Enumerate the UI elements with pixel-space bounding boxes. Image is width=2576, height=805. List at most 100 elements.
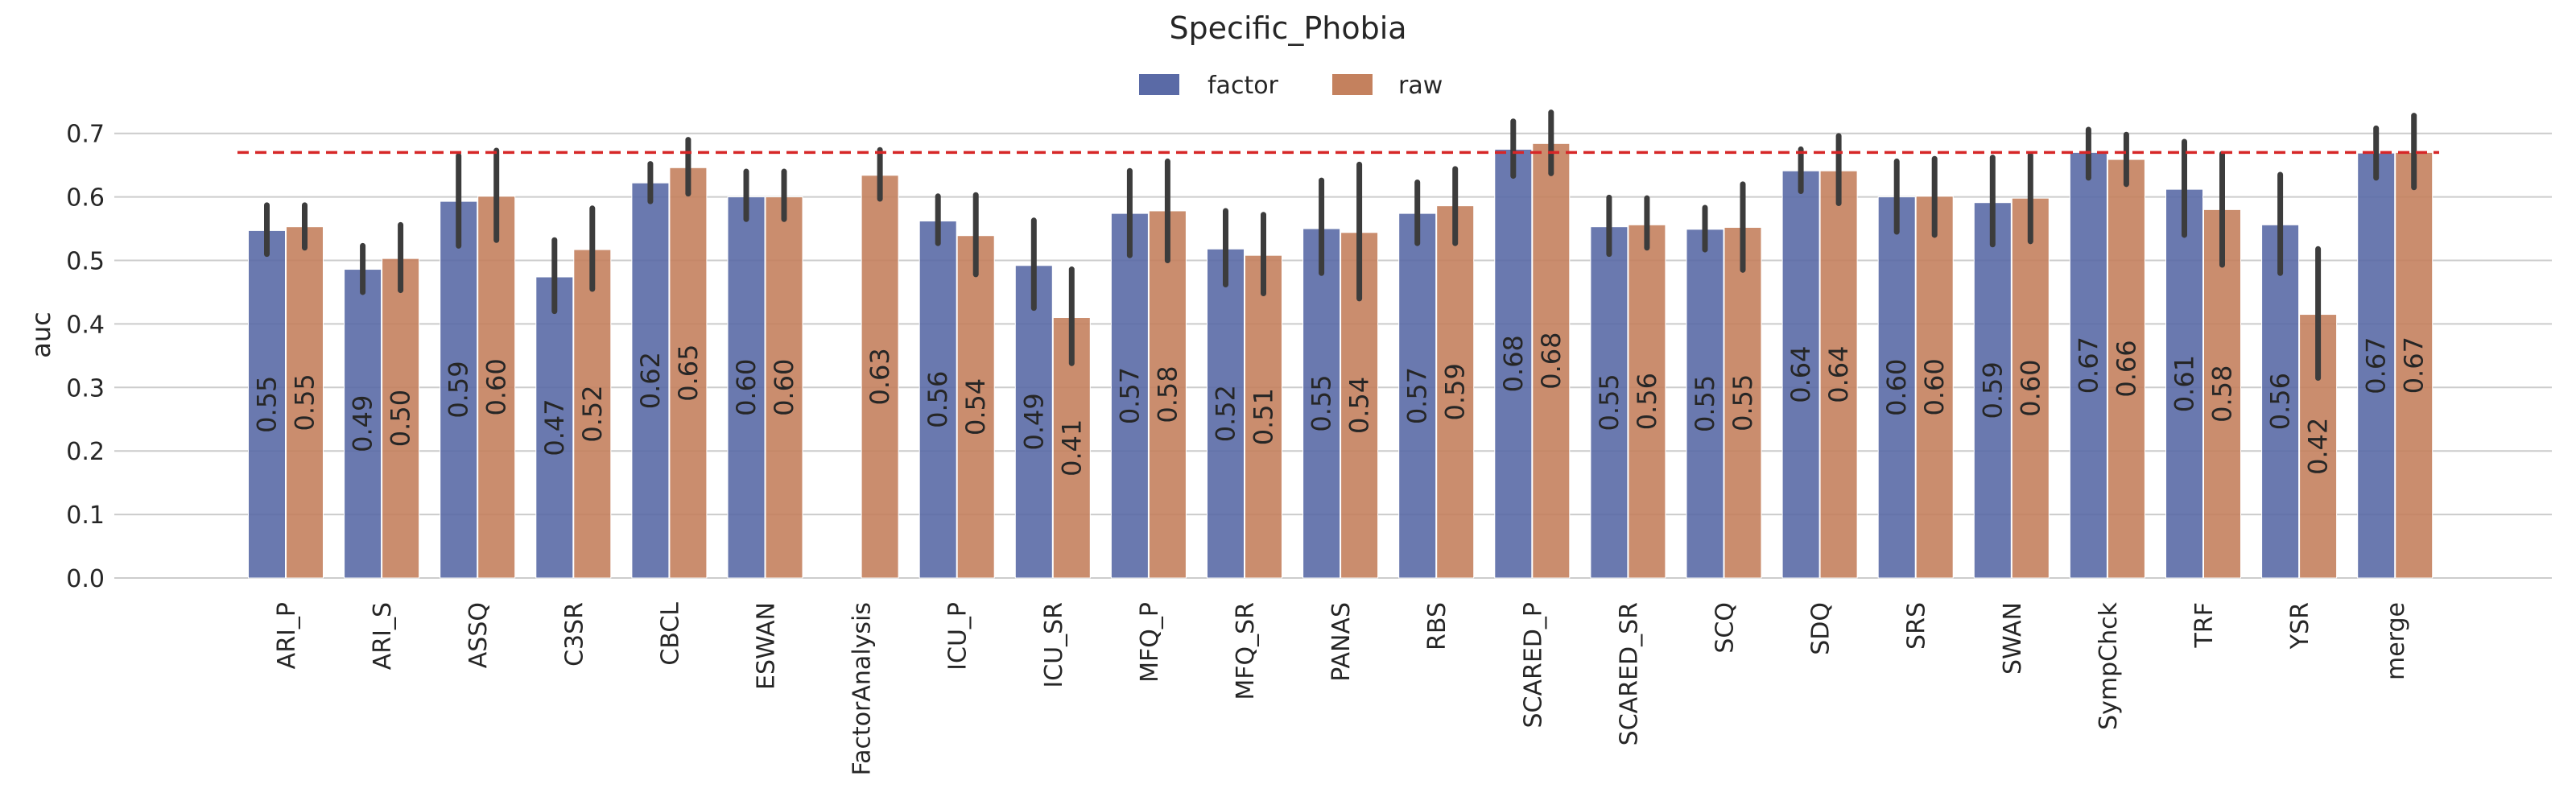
y-axis-label: auc (26, 312, 56, 357)
chart-title: Specific_Phobia (1169, 10, 1406, 46)
x-tick-label-ari-s: ARI_S (369, 602, 397, 670)
y-tick-label: 0.1 (66, 502, 105, 530)
x-tick-label-mfq-p: MFQ_P (1136, 602, 1164, 683)
bar-label-factor-swan: 0.59 (1977, 361, 2008, 419)
y-tick-label: 0.4 (66, 311, 105, 339)
legend-swatch-raw (1332, 74, 1373, 95)
bar-raw-ari-s (382, 258, 420, 579)
bar-label-raw-assq: 0.60 (481, 358, 512, 415)
bar-factor-scq (1686, 229, 1724, 579)
bar-raw-mfq-p (1148, 210, 1187, 579)
bar-label-factor-icu-p: 0.56 (923, 371, 953, 428)
bar-label-factor-cbcl: 0.62 (635, 352, 666, 409)
bar-label-raw-srs: 0.60 (1919, 358, 1950, 415)
bar-factor-merge (2357, 152, 2396, 579)
bar-label-raw-scq: 0.55 (1728, 374, 1758, 431)
bar-factor-swan (1973, 202, 2012, 579)
bar-label-raw-icu-p: 0.54 (960, 378, 991, 436)
bar-label-raw-c3sr: 0.52 (577, 385, 608, 442)
bar-factor-sympchck (2069, 151, 2107, 579)
bar-raw-rbs (1436, 205, 1475, 579)
bar-factor-assq (440, 200, 478, 579)
bar-factor-ari-p (248, 229, 286, 579)
bar-label-raw-merge: 0.67 (2399, 336, 2429, 394)
bar-label-raw-eswan: 0.60 (769, 359, 799, 416)
bar-label-factor-icu-sr: 0.49 (1018, 393, 1049, 450)
bar-label-raw-swan: 0.60 (2015, 359, 2046, 416)
x-tick-label-trf: TRF (2190, 602, 2219, 648)
legend-swatch-factor (1139, 74, 1179, 95)
bar-raw-scq (1724, 226, 1762, 579)
x-tick-label-sdq: SDQ (1807, 602, 1835, 655)
y-tick-label: 0.2 (66, 438, 105, 466)
x-tick-label-cbcl: CBCL (656, 602, 684, 666)
bar-raw-cbcl (669, 167, 708, 579)
bar-raw-sympchck (2107, 159, 2145, 579)
bar-label-factor-ysr: 0.56 (2265, 373, 2296, 430)
y-tick-label: 0.5 (66, 248, 105, 276)
bar-label-factor-eswan: 0.60 (731, 359, 762, 416)
y-tick-label: 0.7 (66, 121, 105, 149)
bar-label-factor-trf: 0.61 (2169, 355, 2200, 412)
y-tick-label: 0.0 (66, 565, 105, 593)
bar-label-raw-scared-sr: 0.56 (1632, 373, 1662, 430)
bar-factor-trf (2165, 188, 2203, 579)
x-tick-label-factoranalysis: FactorAnalysis (848, 602, 877, 775)
bar-factor-rbs (1398, 213, 1437, 579)
bar-label-raw-sdq: 0.64 (1823, 346, 1854, 403)
y-axis-ticks: 0.0 0.1 0.2 0.3 0.4 0.5 0.6 0.7 (66, 121, 105, 593)
bar-label-factor-srs: 0.60 (1881, 359, 1912, 416)
bar-factor-scared-sr (1590, 226, 1629, 579)
bar-label-factor-ari-s: 0.49 (348, 395, 378, 452)
bar-label-raw-mfq-sr: 0.51 (1249, 388, 1279, 445)
bar-raw-factoranalysis (861, 175, 899, 579)
x-tick-label-scared-sr: SCARED_SR (1615, 602, 1643, 745)
bar-raw-mfq-sr (1245, 254, 1282, 579)
legend: factor raw (1139, 72, 1443, 100)
bar-label-raw-ysr: 0.42 (2303, 418, 2334, 475)
bar-label-raw-rbs: 0.59 (1440, 363, 1471, 420)
x-tick-label-icu-p: ICU_P (944, 602, 972, 671)
x-tick-label-merge: merge (2382, 602, 2410, 680)
x-tick-label-scq: SCQ (1711, 602, 1740, 654)
x-tick-label-mfq-sr: MFQ_SR (1232, 602, 1260, 700)
bar-label-factor-sdq: 0.64 (1785, 346, 1816, 403)
bar-label-factor-scared-p: 0.68 (1498, 335, 1529, 392)
legend-label-raw: raw (1398, 72, 1443, 100)
bar-raw-ari-p (286, 226, 324, 579)
bar-label-raw-mfq-p: 0.58 (1152, 365, 1183, 423)
bars (248, 142, 2434, 579)
error-bars (264, 109, 2417, 381)
bar-label-factor-merge: 0.67 (2361, 336, 2392, 394)
x-tick-label-swan: SWAN (1999, 602, 2027, 675)
y-tick-label: 0.6 (66, 184, 105, 213)
bar-raw-scared-p (1532, 142, 1571, 579)
bar-raw-icu-p (956, 235, 995, 579)
bar-factor-scared-p (1494, 148, 1533, 579)
bar-factor-cbcl (631, 182, 670, 579)
x-tick-label-icu-sr: ICU_SR (1040, 602, 1068, 688)
bar-label-raw-panas: 0.54 (1344, 377, 1375, 434)
bar-factor-srs (1877, 196, 1916, 579)
x-tick-label-assq: ASSQ (464, 602, 493, 668)
x-tick-label-sympchck: SympChck (2095, 601, 2123, 730)
bar-label-raw-trf: 0.58 (2207, 365, 2238, 423)
bar-label-factor-c3sr: 0.47 (539, 398, 570, 456)
bar-factor-eswan (727, 196, 766, 579)
bar-label-factor-rbs: 0.57 (1402, 367, 1433, 424)
bar-label-factor-mfq-p: 0.57 (1114, 367, 1145, 424)
bar-label-factor-assq: 0.59 (444, 361, 474, 418)
bar-raw-trf (2203, 208, 2241, 579)
y-tick-label: 0.3 (66, 374, 105, 402)
bar-raw-srs (1915, 196, 1954, 579)
bar-factor-ari-s (344, 269, 382, 579)
bar-label-factor-mfq-sr: 0.52 (1211, 385, 1241, 442)
bar-factor-panas (1302, 228, 1341, 579)
x-tick-label-rbs: RBS (1423, 602, 1451, 650)
x-tick-label-c3sr: C3SR (560, 602, 588, 667)
x-tick-label-srs: SRS (1903, 602, 1931, 650)
bar-raw-scared-sr (1628, 224, 1666, 579)
bar-label-raw-scared-p: 0.68 (1536, 332, 1567, 390)
bar-raw-c3sr (573, 249, 612, 579)
